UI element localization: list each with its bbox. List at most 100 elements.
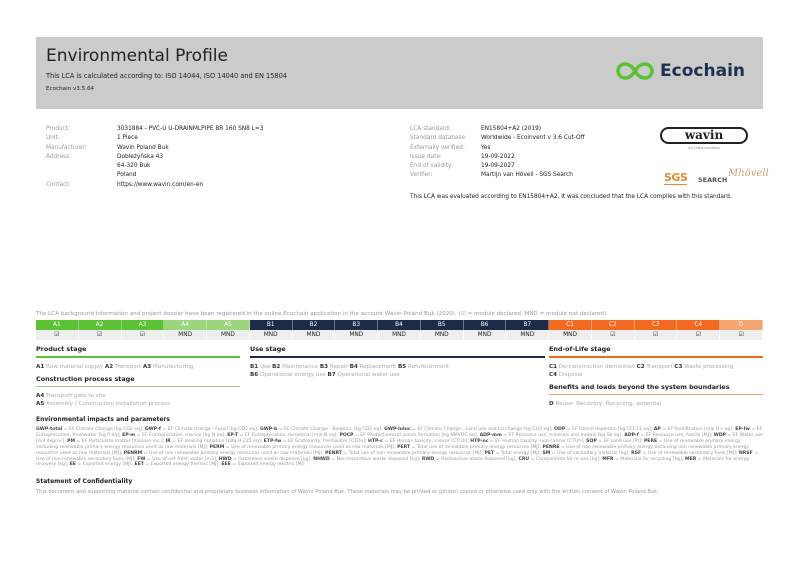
param-description: Use of renewable primary energy excludin… — [36, 438, 741, 450]
module-status: MND — [249, 330, 293, 340]
param-code: HWD — [218, 456, 232, 462]
param-code: EEE — [221, 462, 231, 468]
eol-stage: End-of-Life stage C1 De-construction dem… — [549, 345, 763, 408]
module-status: MND — [164, 330, 208, 340]
param-code: ETP-fw — [263, 438, 282, 444]
info-value: Dobieżyńska 43 64-320 Buk Poland — [117, 153, 163, 181]
param-code: MER — [685, 456, 697, 462]
param-description: Use of renewable secondary fuels [MJ] — [647, 450, 736, 456]
info-value-line: 3031884 - PVC-U U-DRAINMLPIPE BR 160 SN8… — [117, 126, 264, 132]
param-description: Exported energy thermic [MJ] — [150, 462, 219, 468]
info-value-line: Poland — [117, 172, 137, 179]
infinity-link-icon — [616, 62, 654, 80]
env-impacts-legend: GWP-total = EF Climate Change [kg CO2 eq… — [36, 427, 763, 468]
module-code: D — [549, 401, 554, 407]
module-code: C4 — [549, 371, 557, 378]
module-code: A1 — [36, 363, 45, 370]
module-status: MND — [506, 330, 550, 340]
product-info: Product: 3031884 - PVC-U U-DRAINMLPIPE BR… — [46, 125, 263, 190]
info-label: Verifier: — [410, 172, 433, 179]
param-description: EF Water use [m3 depriv.] — [36, 432, 763, 444]
param-description: Use of renewable primary energy resource… — [231, 444, 395, 450]
info-value-line: Yes — [481, 144, 491, 151]
info-row: Contact: https://www.wavin.com/en-en — [46, 181, 263, 190]
module-header: D — [720, 320, 763, 330]
info-value-line: Dobieżyńska 43 — [117, 153, 164, 160]
stage-divider — [549, 393, 763, 395]
stage-modules: A1 Raw material supply A2 Transport A3 M… — [36, 363, 240, 371]
module-status: MND — [549, 330, 592, 340]
ecochain-logo: Ecochain — [616, 61, 745, 81]
module-code: B6 — [250, 371, 259, 378]
info-value-line: 1 Piece — [117, 135, 138, 142]
module-code: B4 — [349, 363, 358, 370]
info-value-line: 19-09-2022 — [481, 153, 515, 160]
param-description: Exported energy electric [MJ] — [237, 462, 305, 468]
module-header: C3 — [634, 320, 678, 330]
info-value-line: Worldwide - Ecoinvent v 3.6 Cut-Off — [481, 135, 585, 142]
info-label: Standard database: — [410, 135, 468, 142]
param-code: EET — [134, 462, 144, 468]
stage-title: Product stage — [36, 345, 87, 353]
param-code: MFR — [602, 456, 614, 462]
param-code: GWP-luluc — [384, 427, 411, 432]
param-code: HTP-c — [368, 438, 383, 444]
search-logo: SEARCH — [698, 176, 728, 184]
module-description: Repair — [329, 363, 348, 370]
stage-modules: B1 Use B2 Maintenance B3 Repair B4 Repla… — [250, 363, 545, 379]
param-description: EF Climate Change - Land use and LU chan… — [417, 427, 552, 432]
param-code: ADP-f — [624, 432, 639, 438]
info-value: https://www.wavin.com/en-en — [117, 181, 203, 190]
module-header: C2 — [591, 320, 635, 330]
param-code: RWD — [421, 456, 435, 462]
param-code: POCP — [339, 432, 354, 438]
stage-title: Use stage — [250, 345, 286, 353]
stage-modules: D Reuse- Recovery- Recycling- potential — [549, 400, 763, 408]
param-description: EF Land use [Pt] — [603, 438, 641, 444]
info-label: Issue date: — [410, 153, 442, 160]
info-value: Wavin Poland Buk — [117, 144, 169, 153]
stage-title: End-of-Life stage — [549, 345, 611, 353]
module-code: A3 — [142, 363, 152, 370]
param-code: NHWD — [313, 456, 330, 462]
use-stage: Use stage B1 Use B2 Maintenance B3 Repai… — [250, 345, 545, 379]
info-row: Unit: 1 Piece — [46, 134, 263, 143]
param-description: EF Ionising radiation [kBq U-235 eq] — [177, 438, 261, 444]
param-description: Total energy [MJ] — [500, 450, 540, 456]
env-impacts-title: Environmental impacts and parameters — [36, 416, 170, 423]
param-description: Non-hazardous waste disposed [kg] — [336, 456, 419, 462]
param-code: PENRE — [542, 444, 560, 450]
info-row: Address: Dobieżyńska 43 64-320 Buk Poland — [46, 153, 263, 181]
lca-info: LCA standard: EN15804+A2 (2019) Standard d… — [410, 125, 585, 181]
module-description: Replacement — [359, 363, 397, 370]
info-label: End of validity: — [410, 163, 454, 170]
info-value: Worldwide - Ecoinvent v 3.6 Cut-Off — [481, 134, 585, 143]
module-description: Waste processing — [684, 363, 734, 370]
product-stage: Product stage A1 Raw material supply A2 … — [36, 345, 240, 408]
conclusion-text: This LCA was evaluated according to EN15… — [410, 194, 732, 200]
stage-title: Construction process stage — [36, 374, 135, 383]
param-description: Total use of renewable primary energy re… — [416, 444, 540, 450]
info-row: LCA standard: EN15804+A2 (2019) — [410, 125, 585, 134]
module-status: ☑ — [720, 330, 763, 340]
module-header: B2 — [292, 320, 336, 330]
info-value: EN15804+A2 (2019) — [481, 125, 541, 134]
param-code: GWP-f — [144, 427, 161, 432]
param-code: EP-fw — [735, 427, 750, 432]
param-code: PM — [67, 438, 76, 444]
wavin-logo: wavin — [660, 127, 748, 144]
module-header: B1 — [249, 320, 293, 330]
info-row: Issue date: 19-09-2022 — [410, 153, 585, 162]
module-header: C1 — [549, 320, 592, 330]
module-status: ☑ — [591, 330, 635, 340]
stage-title: Benefits and loads beyond the system bou… — [549, 382, 730, 391]
info-label: Unit: — [46, 135, 60, 142]
param-code: ODP — [554, 427, 566, 432]
param-code: FW — [137, 456, 146, 462]
param-description: EF Eutrophication, terrestrial [mol N eq… — [244, 432, 337, 438]
module-description: Operational energy use — [259, 371, 326, 378]
module-status: MND — [207, 330, 250, 340]
info-row: Product: 3031884 - PVC-U U-DRAINMLPIPE BR… — [46, 125, 263, 134]
stage-divider — [36, 385, 240, 387]
module-description: Transport — [114, 363, 142, 370]
